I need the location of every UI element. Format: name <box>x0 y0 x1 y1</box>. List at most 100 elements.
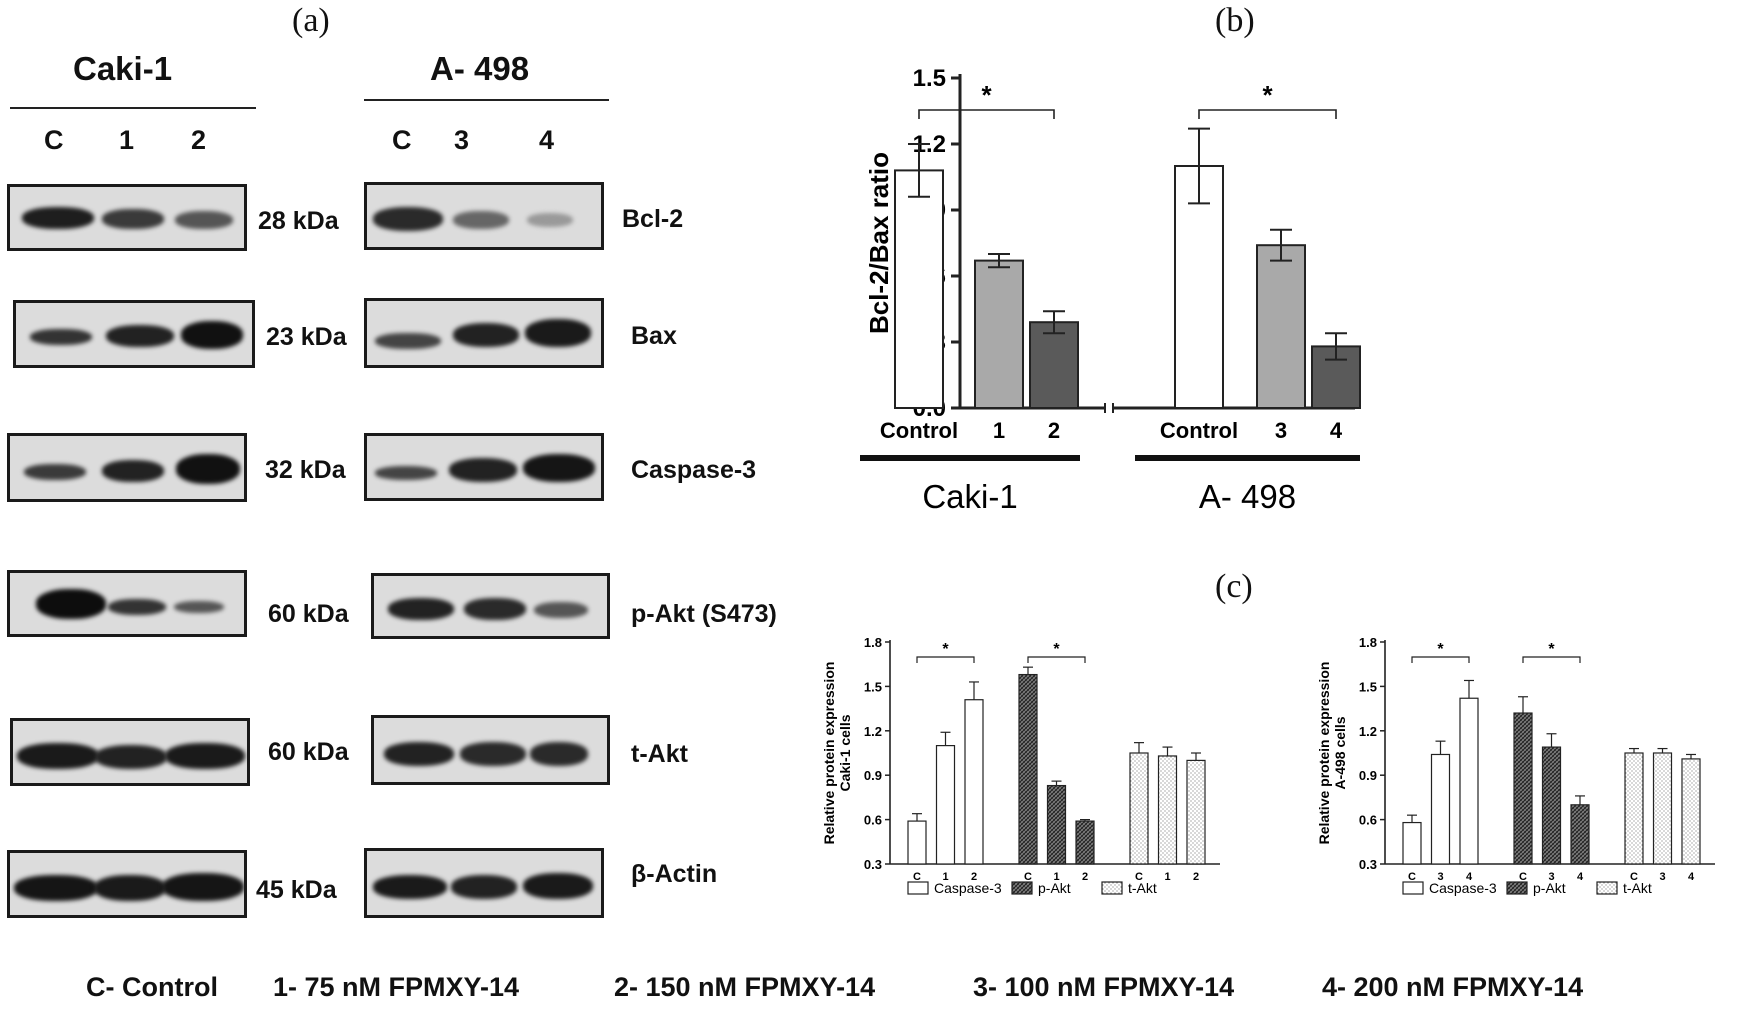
panel-label-a: (a) <box>292 2 330 39</box>
protein-label: β-Actin <box>631 860 718 888</box>
bar <box>1541 746 1562 865</box>
significance-marker: * <box>981 80 992 110</box>
bar <box>1652 752 1673 865</box>
x-tick-label: C <box>1630 871 1638 883</box>
bar <box>907 820 927 865</box>
bar <box>1174 165 1224 409</box>
legend-swatch <box>1011 881 1033 895</box>
bar <box>1186 759 1206 865</box>
band <box>451 875 517 899</box>
x-tick-label: Control <box>1160 418 1238 443</box>
significance-marker: * <box>942 641 949 658</box>
significance-bracket <box>1522 656 1581 663</box>
bar <box>1681 758 1701 865</box>
legend-swatch <box>1596 881 1618 895</box>
panel-label-c: (c) <box>1215 568 1253 605</box>
x-tick-label: 1 <box>942 871 948 883</box>
treatment-legend-item: 3- 100 nM FPMXY-14 <box>973 972 1235 1002</box>
treatment-legend-item: 1- 75 nM FPMXY-14 <box>273 972 520 1002</box>
band <box>165 743 245 769</box>
treatment-legend-item: 4- 200 nM FPMXY-14 <box>1322 972 1584 1002</box>
band <box>530 742 588 766</box>
x-tick-label: C <box>1135 871 1143 883</box>
band <box>174 601 224 613</box>
kda-label: 28 kDa <box>258 207 339 235</box>
band <box>108 599 166 615</box>
x-tick-label: 4 <box>1466 871 1473 883</box>
blot-pakt-a498 <box>371 573 610 639</box>
band <box>22 207 94 229</box>
group-label: Caki-1 <box>922 478 1017 515</box>
band <box>373 875 447 899</box>
significance-marker: * <box>1262 80 1273 110</box>
band <box>460 742 526 766</box>
x-tick-label: Control <box>880 418 958 443</box>
bar <box>1430 753 1451 865</box>
treatment-legend-item: C- Control <box>86 972 218 1002</box>
legend-label: p-Akt <box>1533 880 1566 896</box>
x-tick-label: 3 <box>1548 871 1554 883</box>
protein-label: t-Akt <box>631 740 688 768</box>
y-axis-label: Bcl-2/Bax ratio <box>864 152 894 334</box>
protein-label: Caspase-3 <box>631 456 757 484</box>
band <box>527 213 573 227</box>
lane-label: C <box>44 125 64 155</box>
cell-line-header-a498: A- 498 <box>430 50 530 87</box>
significance-bracket <box>916 656 975 663</box>
x-tick-label: C <box>1408 871 1416 883</box>
blot-actin-caki1 <box>7 850 247 918</box>
y-axis-label: Relative protein expression <box>1316 662 1332 845</box>
legend-label: Caspase-3 <box>1429 880 1497 896</box>
band <box>523 873 593 899</box>
band <box>375 466 437 480</box>
y-tick-label: 1.8 <box>864 635 882 650</box>
significance-bracket <box>1027 656 1086 663</box>
bar <box>1129 752 1149 865</box>
kda-label: 60 kDa <box>268 600 349 628</box>
significance-marker: * <box>1548 641 1555 658</box>
treatment-legend-item: 2- 150 nM FPMXY-14 <box>614 972 876 1002</box>
legend-label: p-Akt <box>1038 880 1071 896</box>
blot-caspase3-a498 <box>364 433 604 501</box>
band <box>24 464 86 480</box>
x-tick-label: 1 <box>1053 871 1059 883</box>
significance-marker: * <box>1437 641 1444 658</box>
chart-c-a498: 0.3 0.6 0.9 1.2 1.5 1.8 Relative protein expre… <box>1316 635 1715 896</box>
band <box>102 209 164 229</box>
treatment-legend: C- Control 1- 75 nM FPMXY-14 2- 150 nM F… <box>0 972 1753 1012</box>
x-tick-label: 2 <box>1193 871 1199 883</box>
x-tick-label: 3 <box>1275 418 1287 443</box>
band <box>523 454 595 482</box>
x-tick-label: 2 <box>1082 871 1088 883</box>
legend-swatch <box>1101 881 1123 895</box>
bar <box>1624 752 1644 865</box>
cell-line-underline <box>364 99 609 101</box>
kda-label: 23 kDa <box>266 323 347 351</box>
kda-label: 32 kDa <box>265 456 346 484</box>
y-tick-label: 0.6 <box>1359 813 1377 828</box>
x-tick-label: 3 <box>1437 871 1443 883</box>
x-tick-label: 1 <box>1164 871 1170 883</box>
band <box>534 602 588 618</box>
x-tick-label: 2 <box>1048 418 1060 443</box>
lane-label: 3 <box>454 125 470 155</box>
x-tick-label: C <box>1024 871 1032 883</box>
bar <box>894 169 944 410</box>
x-tick-label: 4 <box>1577 871 1584 883</box>
y-tick-label: 0.3 <box>864 857 882 872</box>
y-tick-label: 1.2 <box>864 724 882 739</box>
blot-pakt-caki1 <box>7 570 247 637</box>
lane-label: C <box>392 125 412 155</box>
band <box>449 458 517 482</box>
x-tick-label: 2 <box>971 871 977 883</box>
band <box>388 598 454 620</box>
band <box>95 745 167 769</box>
bar <box>1157 755 1178 865</box>
lane-label: 4 <box>539 125 555 155</box>
band <box>102 460 164 482</box>
band <box>373 207 443 231</box>
bar <box>1459 697 1479 865</box>
y-tick-label: 0.3 <box>1359 857 1377 872</box>
band <box>464 598 526 620</box>
